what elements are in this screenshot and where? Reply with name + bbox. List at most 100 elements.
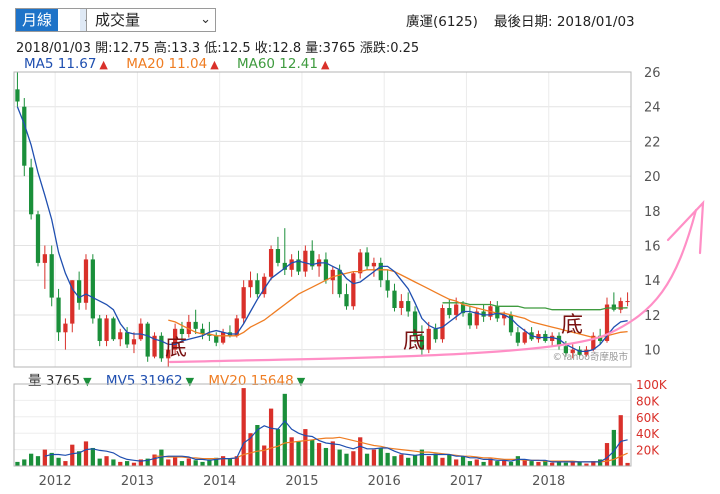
legend-ma60: MA60 12.41 ▲ [237,56,329,72]
candle-body [625,301,630,303]
candle-body [124,332,130,345]
volume-bar [364,453,370,466]
volume-bar [618,415,623,466]
price-tick-label: 26 [644,66,661,81]
volume-bar [385,452,390,466]
candle-body [522,332,527,343]
period-select-value: 月線 [16,9,59,31]
candle-body [310,250,315,267]
candle-body [406,301,411,312]
candle-body [83,259,89,303]
candle-body [598,335,603,341]
candle-body [385,280,390,291]
volume-bar [495,461,500,466]
candle-body [268,249,274,277]
legend-ma20-label: MA20 11.04 [126,56,208,72]
candle-body [255,280,260,295]
year-ticks: 2012 2013 2014 2015 2016 2017 2018 [39,474,566,489]
candle-body [440,308,445,340]
candle-body [344,294,349,307]
volume-bar [488,458,493,466]
candle-body [399,301,404,308]
candle-body [474,311,479,326]
volume-bar [22,459,27,466]
volume-bar [131,462,137,466]
candle-body [220,332,226,343]
candle-body [337,269,342,295]
volume-bar [474,459,479,466]
volume-bar [29,453,34,466]
price-panel-border [13,71,632,368]
legend-ma5: MA5 11.67 ▲ [24,56,108,72]
candle-body [426,328,431,350]
volume-bar [15,461,20,466]
volume-bar [241,388,246,466]
candle-body [556,335,562,347]
volume-bar [454,459,459,466]
candle-body [179,328,185,335]
candle-body [515,332,521,343]
volume-bar [406,457,411,466]
volume-bar [97,458,102,466]
quote-date: 2018/01/03 [16,41,91,56]
chart-grid [14,71,631,451]
candle-body [63,323,68,333]
candle-body [563,346,568,354]
bottom-label-2: 底 [403,329,425,354]
quote-change: 漲跌:0.25 [359,41,420,56]
volume-bar [90,447,95,466]
volume-bar [42,449,47,466]
volume-bar [275,429,281,466]
volume-bar [378,447,383,466]
ma-legend: MA5 11.67 ▲ MA20 11.04 ▲ MA60 12.41 ▲ [24,56,329,72]
volume-bar [550,462,555,466]
candle-body [433,328,438,340]
candle-body [90,259,95,319]
volume-bar [186,458,191,466]
year-tick-label: 2015 [285,474,318,489]
candle-body [262,276,267,295]
volume-bar [310,439,315,466]
volume-bar [543,461,548,466]
year-tick-label: 2016 [368,474,401,489]
candle-body [166,349,171,359]
volume-bar [282,393,287,466]
volume-bar [200,461,205,466]
legend-ma5-label: MA5 11.67 [24,56,97,72]
chart-time-grid [54,72,550,466]
candle-body [351,273,356,307]
volume-bar [570,461,575,466]
volume-bar [179,461,185,466]
volume-bar [323,447,329,466]
price-tick-label: 10 [644,344,661,359]
stock-name: 廣運(6125) [406,14,478,30]
ma5-line [16,106,628,353]
volume-bar [419,449,425,466]
candle-body [495,306,500,319]
legend-mv20-label: MV20 15648 [208,373,294,389]
chevron-down-icon[interactable]: ⌄ [200,12,211,27]
candle-body [378,262,383,281]
candle-body [172,328,178,350]
volume-bar [111,459,116,466]
candle-body [56,297,61,333]
price-tick-label: 24 [644,101,661,116]
volume-panel-border [13,383,632,467]
quote-bar: 2018/01/03 開:12.75 高:13.3 低:12.5 收:12.8 … [16,37,419,56]
quote-close: 收:12.8 [254,41,302,56]
price-tick-label: 16 [644,240,661,255]
candle-body [241,287,246,319]
volume-bar [207,459,212,466]
candle-body [330,269,335,281]
period-select[interactable]: 月線 ⌄ [15,8,97,32]
volume-bar [296,441,301,466]
price-tick-label: 22 [644,135,661,150]
volume-tick-label: 60K [636,411,660,425]
volume-bar [56,457,61,466]
indicator-select[interactable]: 成交量 ⌄ [86,8,216,32]
volume-bar [433,453,438,466]
volume-bar [337,449,342,466]
volume-bar [104,456,109,466]
volume-bar [515,456,521,466]
